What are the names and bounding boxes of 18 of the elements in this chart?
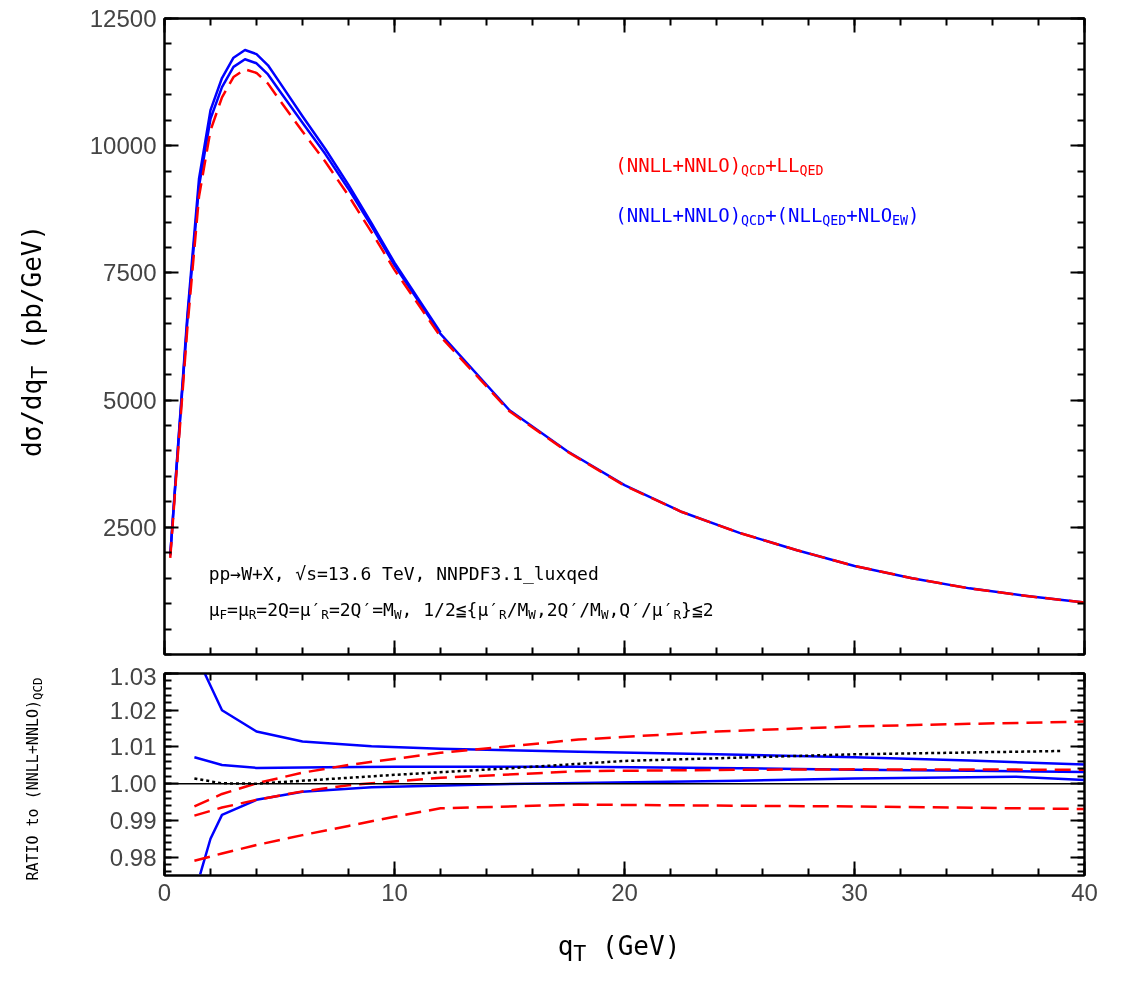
annotation: pp→W+X, √s=13.6 TeV, NNPDF3.1_luxqed bbox=[208, 562, 599, 584]
y-tick-label: 2500 bbox=[103, 513, 157, 541]
x-tick-label: 30 bbox=[841, 878, 868, 906]
x-tick-label: 20 bbox=[611, 878, 638, 906]
x-tick-label: 10 bbox=[381, 878, 408, 906]
y-tick-label: 5000 bbox=[103, 386, 157, 414]
y-tick-label: 1.03 bbox=[109, 662, 157, 690]
y-tick-label: 0.98 bbox=[109, 843, 157, 871]
y-tick-label: 0.99 bbox=[109, 806, 157, 834]
y-tick-label: 10000 bbox=[89, 132, 157, 160]
x-axis-title: q$_{T}$ (GeV) bbox=[556, 930, 682, 969]
x-tick-label: 40 bbox=[1071, 878, 1098, 906]
y-tick-label: 12500 bbox=[89, 5, 157, 32]
y-tick-label: 1.00 bbox=[109, 770, 157, 798]
x-tick-label: 0 bbox=[157, 878, 172, 906]
y-tick-label: 7500 bbox=[103, 259, 157, 287]
y-tick-label: 1.02 bbox=[109, 696, 157, 724]
y-tick-label: 1.01 bbox=[109, 733, 157, 761]
